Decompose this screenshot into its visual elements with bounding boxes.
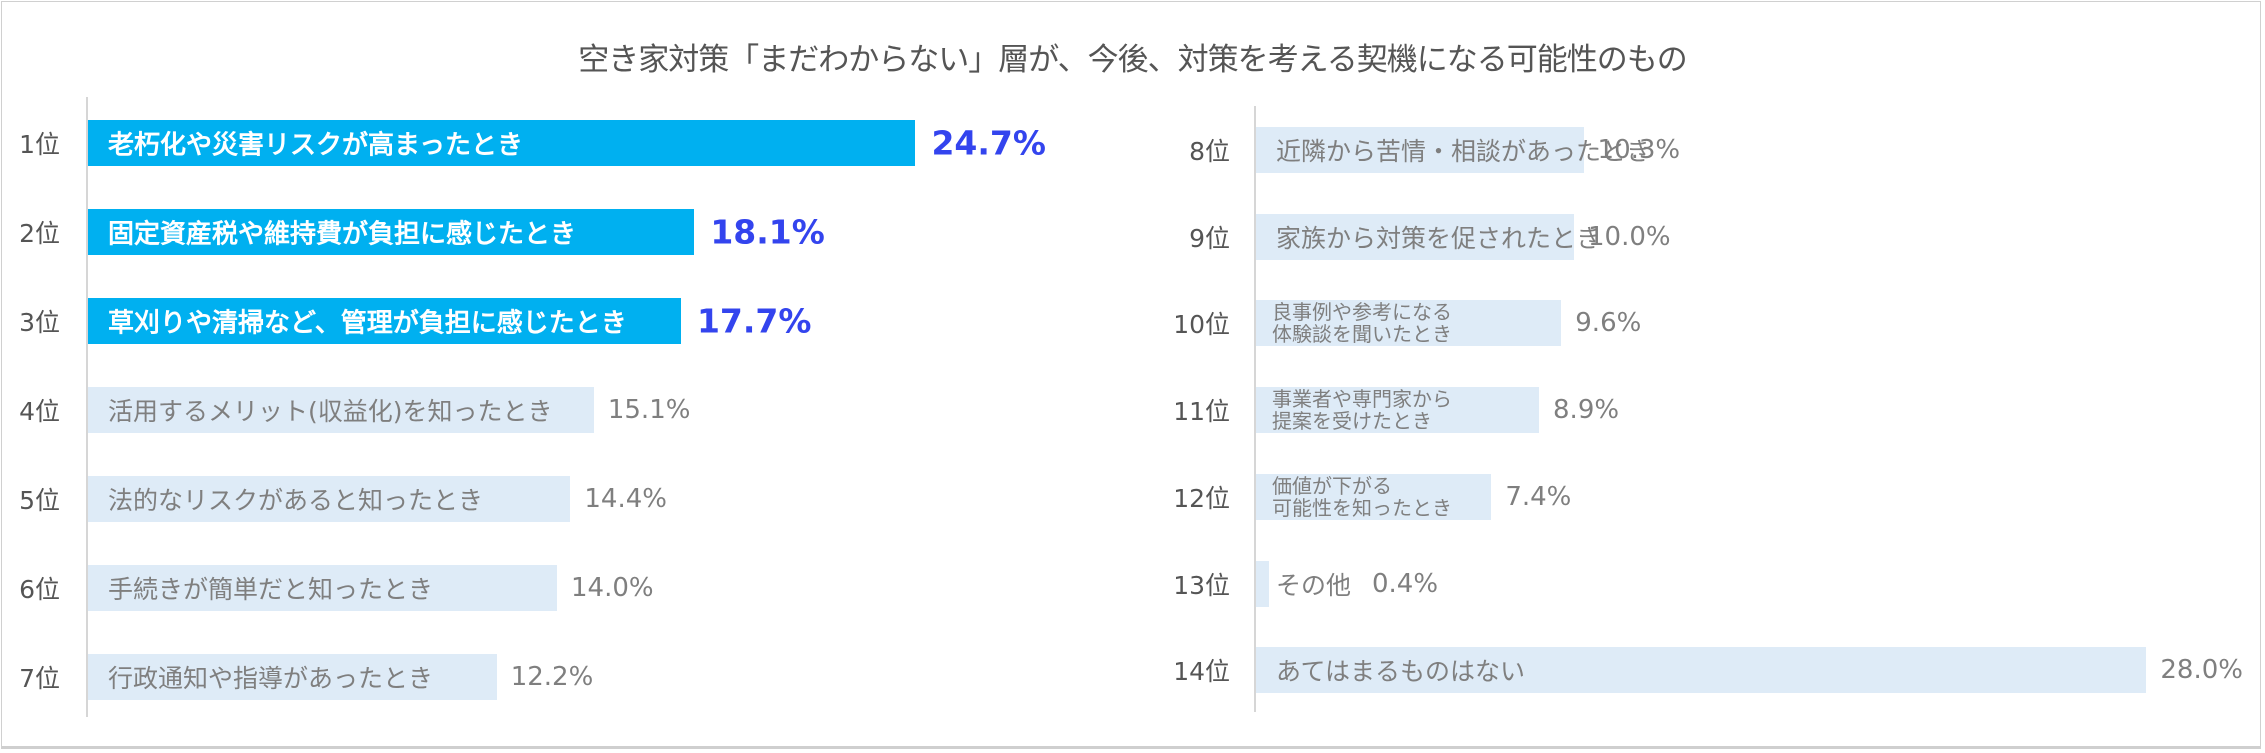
rank-label: 1位: [19, 130, 60, 159]
data-bar: [88, 476, 571, 522]
data-bar: [88, 565, 557, 611]
rank-label: 2位: [19, 219, 60, 248]
value-label: 10.0%: [1588, 221, 1671, 252]
rank-label: 9位: [1189, 223, 1230, 253]
rank-label: 5位: [19, 486, 60, 515]
right-axis-line: [1254, 106, 1256, 712]
chart-title: 空き家対策「まだわからない」層が、今後、対策を考える契機になる可能性のもの: [578, 42, 1687, 78]
data-bar: [88, 387, 594, 433]
category-label: その他: [1276, 570, 1352, 600]
data-bar: [1256, 647, 2147, 694]
rank-label: 7位: [19, 664, 60, 693]
rank-label: 6位: [19, 575, 60, 604]
rank-label: 8位: [1189, 137, 1230, 166]
category-label: あてはまるものはない: [1276, 657, 1526, 687]
category-label: 価値が下がる 可能性を知ったとき: [1272, 473, 1452, 520]
value-label: 24.7%: [931, 123, 1046, 163]
value-label: 14.0%: [571, 573, 654, 603]
rank-label: 10位: [1173, 310, 1230, 340]
value-label: 9.6%: [1575, 308, 1642, 339]
data-bar: [88, 209, 695, 255]
category-label: 家族から対策を促されたとき: [1276, 223, 1602, 253]
left-axis-line: [86, 97, 88, 717]
data-bar: [1256, 127, 1584, 173]
category-label: 近隣から苦情・相談があったとき: [1276, 137, 1652, 166]
data-bar: [1256, 300, 1562, 347]
category-label: 活用するメリット(収益化)を知ったとき: [108, 397, 553, 426]
value-label: 10.3%: [1597, 135, 1681, 165]
value-label: 14.4%: [584, 484, 667, 514]
data-bar: [88, 120, 916, 166]
data-bar: [1256, 560, 1269, 607]
category-label: 法的なリスクがあると知ったとき: [108, 486, 484, 515]
category-label: 草刈りや清掃など、管理が負担に感じたとき: [108, 308, 627, 339]
value-label: 0.4%: [1372, 568, 1439, 599]
category-label: 事業者や専門家から 提案を受けたとき: [1272, 387, 1452, 434]
rank-label: 3位: [19, 308, 60, 337]
rank-label: 14位: [1173, 657, 1230, 687]
category-label: 行政通知や指導があったとき: [108, 664, 434, 693]
value-label: 28.0%: [2160, 655, 2243, 686]
data-bar: [88, 298, 681, 344]
rank-label: 12位: [1173, 483, 1230, 513]
value-label: 18.1%: [710, 212, 825, 252]
data-bar: [1256, 473, 1492, 520]
data-bar: [88, 654, 497, 700]
data-bar: [1256, 213, 1574, 260]
category-label: 固定資産税や維持費が負担に感じたとき: [108, 219, 577, 250]
rank-label: 4位: [19, 397, 60, 426]
value-label: 8.9%: [1553, 395, 1620, 426]
rank-label: 13位: [1173, 570, 1230, 600]
value-label: 15.1%: [607, 395, 691, 425]
category-label: 良事例や参考になる 体験談を聞いたとき: [1272, 300, 1452, 347]
category-label: 手続きが簡単だと知ったとき: [108, 575, 434, 604]
value-label: 12.2%: [510, 662, 594, 692]
rank-label: 11位: [1173, 397, 1230, 427]
data-bar: [1256, 387, 1540, 434]
value-label: 17.7%: [696, 301, 812, 341]
value-label: 7.4%: [1505, 481, 1572, 512]
category-label: 老朽化や災害リスクが高まったとき: [108, 130, 523, 161]
